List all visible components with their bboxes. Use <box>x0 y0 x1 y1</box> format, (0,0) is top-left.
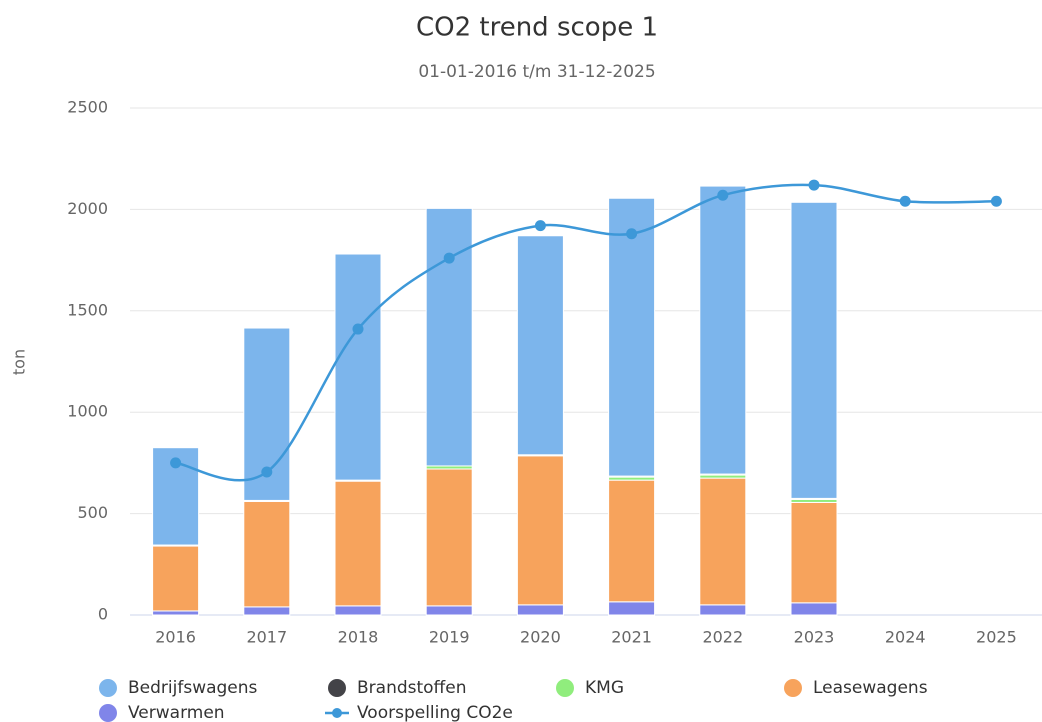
legend-marker <box>328 679 346 697</box>
legend-marker <box>784 679 802 697</box>
line-point <box>352 323 364 335</box>
y-tick-label: 1000 <box>67 402 108 421</box>
line-point <box>534 220 546 232</box>
bar-segment <box>516 455 564 606</box>
legend-label: Leasewagens <box>813 678 928 698</box>
chart-title: CO2 trend scope 1 <box>416 13 658 43</box>
bar-segment <box>425 207 473 467</box>
x-tick-label: 2018 <box>338 628 379 647</box>
line-point <box>990 195 1002 207</box>
line-point <box>261 466 273 478</box>
y-tick-label: 2000 <box>67 199 108 218</box>
bar-segment <box>790 201 838 499</box>
y-tick-label: 2500 <box>67 98 108 117</box>
bar-segment <box>699 185 747 475</box>
y-tick-label: 500 <box>77 503 108 522</box>
legend-label: Voorspelling CO2e <box>357 703 513 722</box>
bar-segment <box>425 468 473 607</box>
line-point <box>170 457 182 469</box>
bar-segment <box>516 604 564 616</box>
y-axis-label: ton <box>10 349 29 375</box>
bar-segment <box>425 605 473 616</box>
legend-label: Verwarmen <box>128 703 225 722</box>
legend-marker <box>99 679 117 697</box>
legend-label: KMG <box>585 678 624 698</box>
x-tick-label: 2023 <box>794 628 835 647</box>
bar-segment <box>790 602 838 616</box>
bar-segment <box>608 601 656 616</box>
bar-segment <box>699 604 747 616</box>
bar-segment <box>243 606 291 616</box>
x-tick-label: 2020 <box>520 628 561 647</box>
bar-segment <box>334 480 382 607</box>
line-point <box>899 195 911 207</box>
bar-segment <box>152 545 200 612</box>
line-point <box>808 179 820 191</box>
x-tick-label: 2024 <box>885 628 926 647</box>
legend-label: Brandstoffen <box>357 678 467 698</box>
legend-marker <box>556 679 574 697</box>
bar-segment <box>790 501 838 604</box>
bar-segment <box>334 253 382 481</box>
line-point <box>626 228 638 240</box>
line-point <box>717 189 729 201</box>
x-tick-label: 2017 <box>246 628 287 647</box>
x-tick-label: 2022 <box>702 628 743 647</box>
x-tick-label: 2025 <box>976 628 1017 647</box>
y-tick-label: 0 <box>98 605 108 624</box>
bar-segment <box>334 605 382 616</box>
legend-marker <box>99 704 117 722</box>
y-tick-label: 1500 <box>67 300 108 319</box>
x-tick-label: 2019 <box>429 628 470 647</box>
bar-segment <box>699 477 747 606</box>
line-point <box>443 252 455 264</box>
bar-segment <box>608 197 656 477</box>
bar-segment <box>516 235 564 456</box>
x-tick-label: 2016 <box>155 628 196 647</box>
bar-segment <box>152 610 200 616</box>
legend-label: Bedrijfswagens <box>128 678 258 698</box>
line <box>175 183 997 482</box>
legend-marker <box>332 708 342 718</box>
bar-segment <box>608 479 656 603</box>
bar-segment <box>243 500 291 608</box>
x-tick-label: 2021 <box>611 628 652 647</box>
chart-subtitle: 01-01-2016 t/m 31-12-2025 <box>418 62 655 82</box>
